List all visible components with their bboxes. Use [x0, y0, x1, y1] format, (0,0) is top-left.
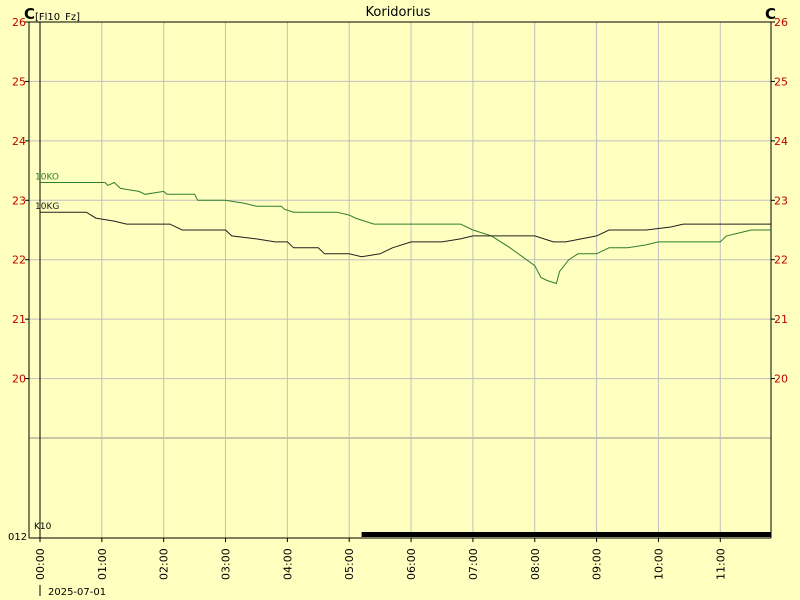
y-tick-label-right: 23 — [774, 194, 788, 207]
y-tick-label-right: 21 — [774, 313, 788, 326]
grid — [29, 21, 771, 538]
x-tick-label: 08:00 — [529, 548, 542, 580]
date-label: 2025-07-01 — [48, 587, 106, 598]
x-tick-label: 09:00 — [591, 548, 604, 580]
unit-right: C — [765, 5, 776, 23]
x-tick-label: 05:00 — [343, 548, 356, 580]
unit-left: C — [24, 5, 35, 23]
y-tick-label-left: 26 — [12, 16, 26, 29]
series-label-k10: K10 — [34, 522, 52, 532]
y-tick-label-right: 20 — [774, 373, 788, 386]
series-group — [40, 181, 771, 537]
series-line-10kg — [40, 211, 771, 258]
x-tick-label: 06:00 — [405, 548, 418, 580]
series-k10-bar — [361, 532, 771, 537]
labels-group: 20 20 21 21 22 22 23 23 24 24 25 25 26 26 00:00 01:00 02… — [12, 16, 788, 580]
y-tick-label-left: 22 — [12, 254, 26, 267]
y-tick-label-left: 21 — [12, 313, 26, 326]
series-line-10ko — [40, 181, 771, 285]
y-tick-label-right: 24 — [774, 135, 788, 148]
y-tick-label-left: 23 — [12, 194, 26, 207]
bottom-axis-label: 012 — [8, 532, 27, 543]
y-tick-label-right: 26 — [774, 16, 788, 29]
plot-frame — [25, 21, 775, 596]
x-tick-label: 11:00 — [714, 548, 727, 580]
x-tick-label: 01:00 — [96, 548, 109, 580]
x-tick-label: 07:00 — [467, 548, 480, 580]
x-tick-label: 04:00 — [281, 548, 294, 580]
series-label-10ko: 10KO — [35, 172, 59, 182]
x-tick-label: 10:00 — [652, 548, 665, 580]
y-tick-label-right: 25 — [774, 75, 788, 88]
chart-title: Koridorius — [366, 5, 431, 20]
series-label-10kg: 10KG — [35, 202, 59, 212]
x-tick-label: 02:00 — [158, 548, 171, 580]
y-tick-label-left: 20 — [12, 373, 26, 386]
unit-sub: [Fl10_Fz] — [35, 12, 80, 23]
y-tick-label-left: 25 — [12, 75, 26, 88]
x-tick-label: 00:00 — [34, 548, 47, 580]
y-tick-label-left: 24 — [12, 135, 26, 148]
x-tick-label: 03:00 — [220, 548, 233, 580]
y-tick-label-right: 22 — [774, 254, 788, 267]
